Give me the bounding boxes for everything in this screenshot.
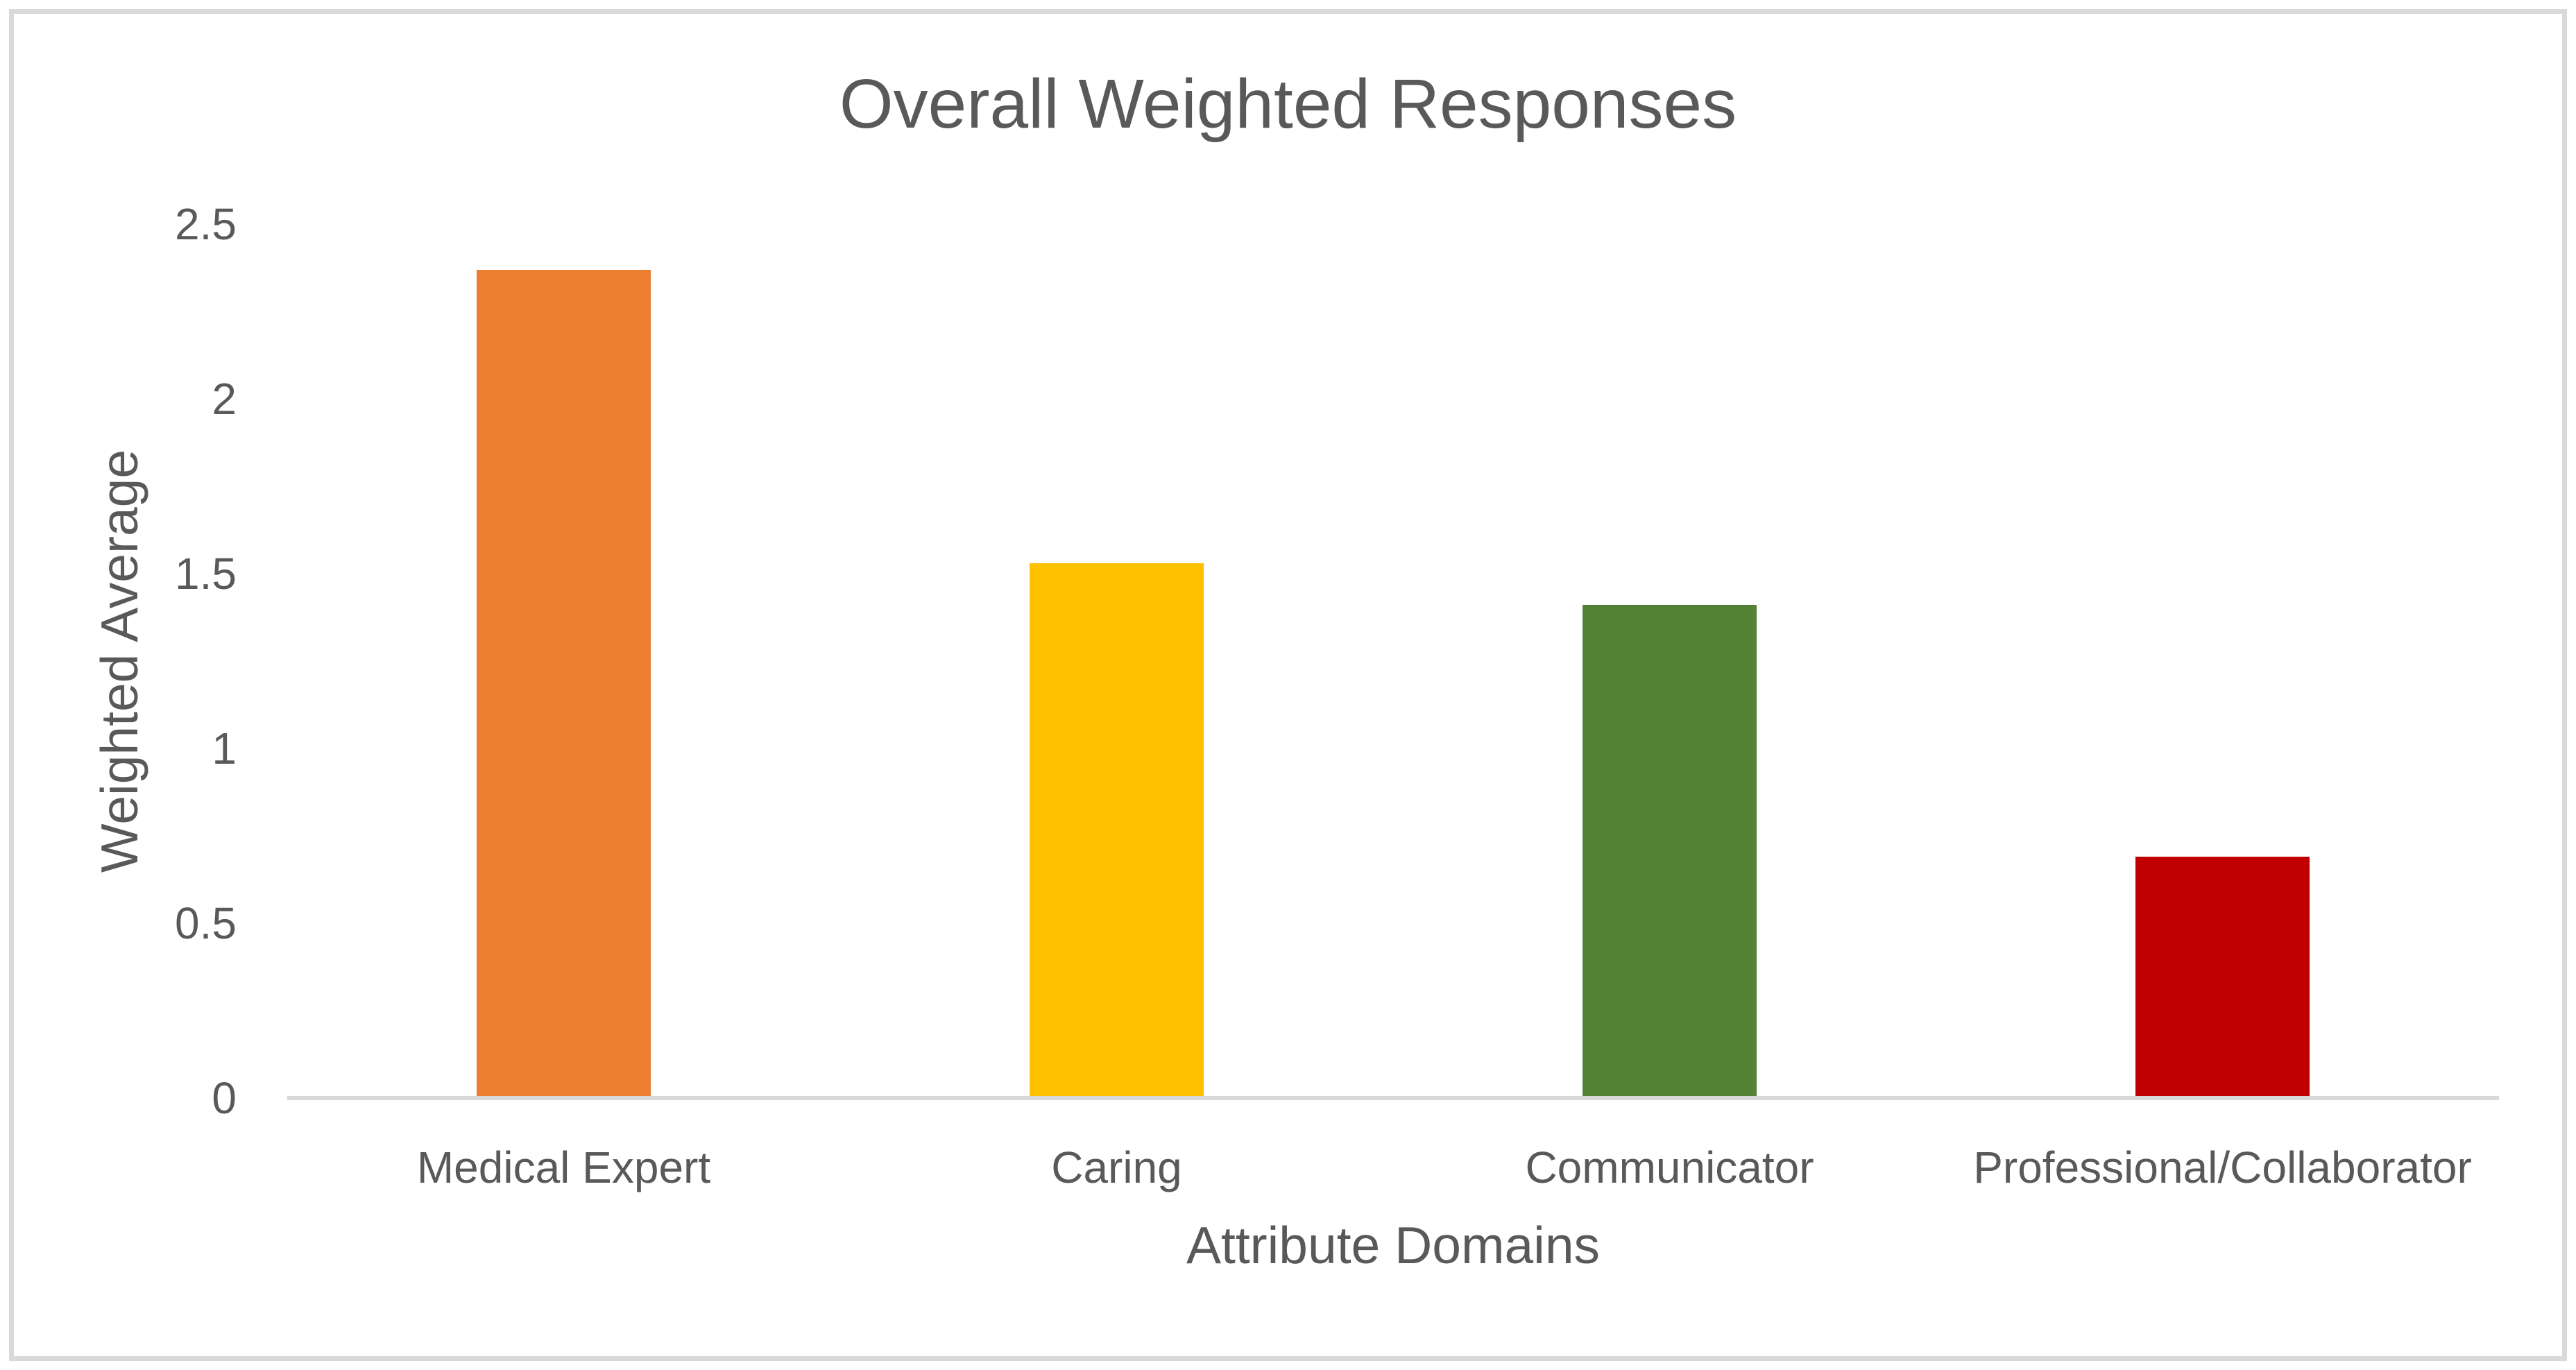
bar-communicator xyxy=(1583,605,1757,1098)
y-tick-label-0: 0 xyxy=(212,1073,237,1123)
x-category-label-professional-collaborator: Professional/Collaborator xyxy=(1973,1142,2472,1192)
x-category-label-caring: Caring xyxy=(1051,1142,1182,1192)
y-tick-label-2: 2 xyxy=(212,374,237,424)
bar-medical-expert xyxy=(477,269,651,1098)
bar-caring xyxy=(1030,563,1204,1098)
plot-area xyxy=(287,224,2499,1098)
y-tick-label-1-5: 1.5 xyxy=(175,549,237,599)
x-axis-title: Attribute Domains xyxy=(1186,1216,1601,1274)
x-axis-line xyxy=(287,1096,2499,1100)
bar-professional-collaborator xyxy=(2135,857,2310,1098)
y-axis-title: Weighted Average xyxy=(90,449,148,873)
x-category-label-medical-expert: Medical Expert xyxy=(416,1142,711,1192)
y-tick-label-0-5: 0.5 xyxy=(175,898,237,948)
y-tick-label-1: 1 xyxy=(212,723,237,773)
x-category-label-communicator: Communicator xyxy=(1525,1142,1814,1192)
y-tick-label-2-5: 2.5 xyxy=(175,199,237,249)
chart-title: Overall Weighted Responses xyxy=(839,65,1737,143)
